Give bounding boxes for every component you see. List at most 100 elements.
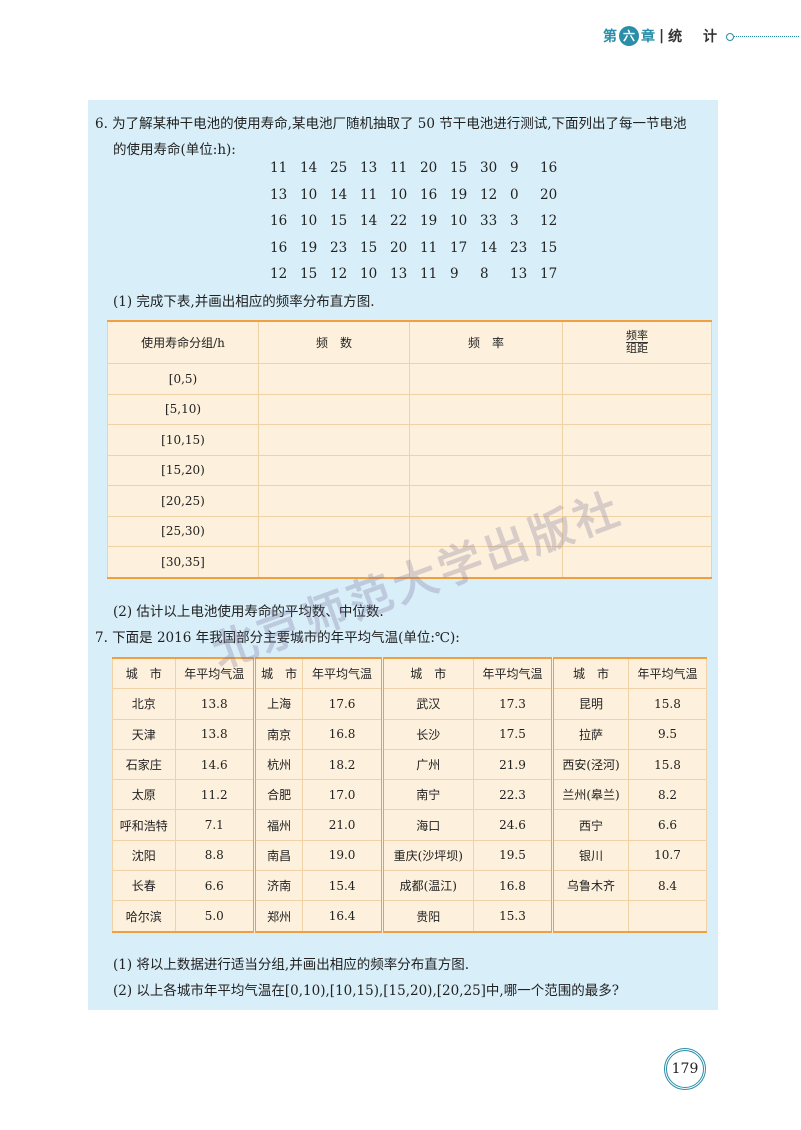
frac-denominator: 组距 — [626, 342, 648, 355]
data-value: 12 — [480, 186, 498, 203]
frequency-cell[interactable] — [409, 363, 563, 395]
temperature-cell: 9.5 — [627, 718, 708, 750]
count-cell[interactable] — [258, 515, 410, 547]
temperature-cell: 7.1 — [174, 809, 255, 841]
data-value: 10 — [390, 186, 408, 203]
city-cell: 重庆(沙坪坝) — [380, 839, 474, 872]
count-cell[interactable] — [258, 363, 410, 395]
city-cell: 长沙 — [380, 718, 474, 750]
city-cell: 贵阳 — [380, 900, 474, 933]
data-value: 3 — [510, 213, 519, 229]
temperature-cell: 14.6 — [174, 748, 255, 781]
table-row: 沈阳 8.8 南昌 19.0 重庆(沙坪坝) 19.5 银川 10.7 — [112, 839, 708, 872]
header-city: 城 市 — [380, 657, 474, 690]
header-frequency-per-width: 频率 组距 — [562, 320, 712, 364]
data-value: 12 — [540, 213, 558, 229]
data-value: 14 — [480, 239, 498, 256]
temperature-cell: 13.8 — [174, 688, 255, 720]
data-value: 20 — [390, 239, 408, 256]
temperature-cell: 5.0 — [174, 900, 255, 933]
temperature-cell: 16.4 — [302, 900, 383, 933]
count-cell[interactable] — [258, 454, 410, 486]
table-row: 哈尔滨 5.0 郑州 16.4 贵阳 15.3 — [112, 900, 708, 933]
count-cell[interactable] — [258, 393, 410, 425]
frequency-cell[interactable] — [409, 454, 563, 486]
data-value: 15 — [330, 213, 348, 229]
data-value: 13 — [390, 266, 408, 282]
q7-text: 7. 下面是 2016 年我国部分主要城市的年平均气温(单位:℃): — [95, 630, 460, 646]
data-value: 16 — [270, 213, 288, 229]
table-row: [15,20) — [107, 454, 712, 486]
table-header-row: 城 市年平均气温城 市年平均气温城 市年平均气温城 市年平均气温 — [112, 657, 708, 690]
temperature-cell: 17.0 — [302, 779, 383, 811]
table-row: [5,10) — [107, 393, 712, 425]
frequency-cell[interactable] — [409, 546, 563, 578]
temperature-cell: 21.9 — [472, 748, 554, 781]
dotted-rule — [726, 32, 799, 41]
city-cell: 成都(温江) — [380, 870, 474, 902]
chapter-title: 统 计 — [668, 29, 725, 45]
chapter-prefix: 第 — [603, 29, 617, 45]
data-value: 8 — [480, 266, 489, 282]
data-value: 15 — [450, 160, 468, 176]
data-row: 16 19 23 15 20 11 17 14 23 15 — [270, 240, 570, 267]
city-cell: 长春 — [112, 870, 176, 902]
data-value: 19 — [420, 213, 438, 229]
frequency-per-width-cell[interactable] — [562, 424, 712, 456]
data-value: 20 — [420, 160, 438, 176]
city-cell: 南昌 — [252, 839, 304, 872]
data-value: 12 — [330, 266, 348, 282]
table-row: 太原 11.2 合肥 17.0 南宁 22.3 兰州(皋兰) 8.2 — [112, 779, 708, 811]
frequency-per-width-cell[interactable] — [562, 546, 712, 578]
city-cell: 沈阳 — [112, 839, 176, 872]
q6-part1: (1) 完成下表,并画出相应的频率分布直方图. — [113, 294, 375, 310]
temperature-cell: 24.6 — [472, 809, 554, 841]
chapter-number: 六 — [619, 26, 639, 46]
frequency-per-width-cell[interactable] — [562, 454, 712, 486]
header-count: 频 数 — [258, 320, 410, 364]
count-cell[interactable] — [258, 546, 410, 578]
frequency-cell[interactable] — [409, 393, 563, 425]
city-cell: 北京 — [112, 688, 176, 720]
city-cell: 海口 — [380, 809, 474, 841]
temperature-cell: 19.0 — [302, 839, 383, 872]
city-cell: 太原 — [112, 779, 176, 811]
city-cell: 济南 — [252, 870, 304, 902]
count-cell[interactable] — [258, 485, 410, 517]
q7-part2: (2) 以上各城市年平均气温在[0,10),[10,15),[15,20),[2… — [113, 983, 619, 999]
temperature-cell: 13.8 — [174, 718, 255, 750]
group-label: [20,25) — [107, 485, 259, 517]
data-value: 10 — [450, 213, 468, 229]
city-cell: 石家庄 — [112, 748, 176, 781]
count-cell[interactable] — [258, 424, 410, 456]
temperature-cell: 6.6 — [174, 870, 255, 902]
group-label: [5,10) — [107, 393, 259, 425]
city-cell: 上海 — [252, 688, 304, 720]
header-separator: | — [659, 28, 665, 44]
data-value: 30 — [480, 160, 498, 176]
data-value: 15 — [540, 239, 558, 256]
frequency-per-width-cell[interactable] — [562, 515, 712, 547]
header-temp: 年平均气温 — [302, 657, 383, 690]
data-value: 11 — [390, 160, 408, 176]
data-value: 10 — [300, 186, 318, 203]
frequency-per-width-cell[interactable] — [562, 363, 712, 395]
table-header-row: 使用寿命分组/h 频 数 频 率 频率 组距 — [107, 320, 712, 364]
group-label: [15,20) — [107, 454, 259, 486]
q6-text-1: 6. 为了解某种干电池的使用寿命,某电池厂随机抽取了 50 节干电池进行测试,下… — [95, 116, 687, 132]
temperature-cell: 8.2 — [627, 779, 708, 811]
data-value: 16 — [540, 160, 558, 176]
data-value: 13 — [360, 160, 378, 176]
city-temperature-table: 城 市年平均气温城 市年平均气温城 市年平均气温城 市年平均气温 北京 13.8 上海… — [112, 657, 708, 933]
data-row: 11 14 25 13 11 20 15 30 9 16 — [270, 160, 570, 187]
data-value: 16 — [270, 239, 288, 256]
city-cell — [551, 900, 629, 933]
frequency-per-width-cell[interactable] — [562, 393, 712, 425]
frequency-cell[interactable] — [409, 424, 563, 456]
data-value: 17 — [540, 266, 558, 282]
temperature-cell: 21.0 — [302, 809, 383, 841]
data-value: 23 — [330, 239, 348, 256]
header-city: 城 市 — [112, 657, 176, 690]
header-temp: 年平均气温 — [627, 657, 708, 690]
